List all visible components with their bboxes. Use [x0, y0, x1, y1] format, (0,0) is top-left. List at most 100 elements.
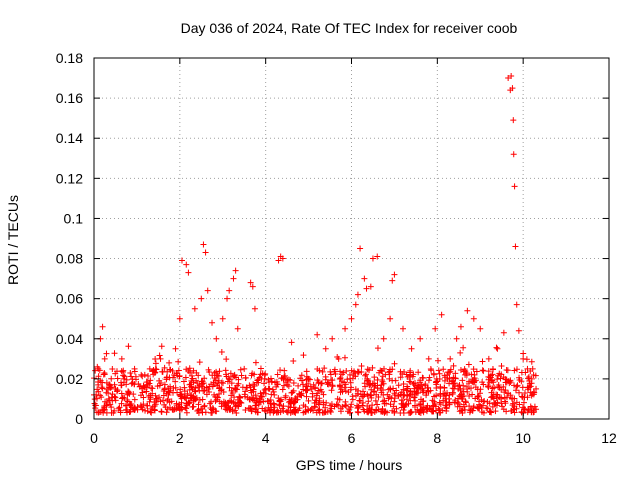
data-point: [199, 396, 206, 403]
data-point: [250, 381, 257, 388]
data-point: [414, 406, 421, 413]
data-point: [489, 377, 496, 384]
data-point: [387, 401, 394, 408]
data-point: [219, 315, 226, 322]
data-point: [132, 373, 139, 380]
data-point: [462, 371, 469, 378]
data-point: [198, 381, 205, 388]
x-tick-label: 12: [601, 430, 617, 446]
data-point: [288, 389, 295, 396]
data-point: [329, 382, 336, 389]
data-point: [504, 367, 511, 374]
data-point: [230, 373, 237, 380]
data-point: [156, 352, 163, 359]
data-point: [460, 382, 467, 389]
data-point: [456, 382, 463, 389]
data-point: [516, 374, 523, 381]
data-point: [354, 405, 361, 412]
data-point: [342, 325, 349, 332]
data-point: [290, 357, 297, 364]
data-point: [480, 367, 487, 374]
data-point: [432, 407, 439, 414]
y-tick-label: 0.1: [64, 210, 84, 226]
data-point: [429, 403, 436, 410]
data-point: [166, 359, 173, 366]
data-point: [259, 405, 266, 412]
data-point: [378, 387, 385, 394]
data-point: [112, 385, 119, 392]
data-point: [202, 249, 209, 256]
data-point: [427, 387, 434, 394]
data-point: [226, 384, 233, 391]
data-point: [128, 380, 135, 387]
x-tick-label: 10: [515, 430, 531, 446]
data-point: [275, 395, 282, 402]
data-point: [462, 398, 469, 405]
data-point: [337, 383, 344, 390]
data-point: [139, 373, 146, 380]
data-point: [277, 367, 284, 374]
data-point: [519, 404, 526, 411]
data-point: [147, 377, 154, 384]
data-point: [366, 367, 373, 374]
x-tick-label: 4: [262, 430, 270, 446]
data-point: [395, 392, 402, 399]
data-point: [96, 409, 103, 416]
data-point: [417, 407, 424, 414]
data-point: [187, 369, 194, 376]
data-point: [417, 400, 424, 407]
data-point: [223, 402, 230, 409]
data-point: [111, 350, 118, 357]
data-point: [183, 409, 190, 416]
data-point: [213, 368, 220, 375]
data-point: [178, 257, 185, 264]
data-point: [281, 367, 288, 374]
data-point: [480, 409, 487, 416]
data-point: [355, 409, 362, 416]
data-point: [177, 393, 184, 400]
data-point: [181, 388, 188, 395]
data-point: [447, 368, 454, 375]
data-point: [444, 372, 451, 379]
data-point: [494, 376, 501, 383]
data-point: [398, 397, 405, 404]
data-point: [138, 371, 145, 378]
data-point: [328, 387, 335, 394]
data-point: [483, 404, 490, 411]
data-point: [351, 368, 358, 375]
data-point: [362, 372, 369, 379]
data-point: [118, 400, 125, 407]
data-point: [251, 305, 258, 312]
data-point: [377, 367, 384, 374]
data-point: [266, 379, 273, 386]
data-point: [222, 367, 229, 374]
data-point: [400, 386, 407, 393]
data-point: [236, 393, 243, 400]
data-point: [173, 402, 180, 409]
data-point: [353, 392, 360, 399]
data-point: [194, 380, 201, 387]
data-point: [254, 377, 261, 384]
data-point: [450, 362, 457, 369]
y-tick-label: 0.16: [56, 90, 83, 106]
data-point: [256, 395, 263, 402]
data-point: [161, 401, 168, 408]
data-point: [322, 404, 329, 411]
data-point: [160, 397, 167, 404]
data-point: [267, 406, 274, 413]
data-point: [430, 408, 437, 415]
data-point: [184, 390, 191, 397]
data-point: [508, 73, 515, 80]
data-point: [142, 407, 149, 414]
data-point: [284, 381, 291, 388]
data-point: [303, 382, 310, 389]
data-point: [201, 375, 208, 382]
data-point: [375, 406, 382, 413]
data-point: [378, 382, 385, 389]
y-tick-label: 0.12: [56, 170, 83, 186]
data-point: [516, 389, 523, 396]
data-point: [316, 406, 323, 413]
data-point: [391, 271, 398, 278]
data-point: [170, 406, 177, 413]
data-point: [247, 279, 254, 286]
